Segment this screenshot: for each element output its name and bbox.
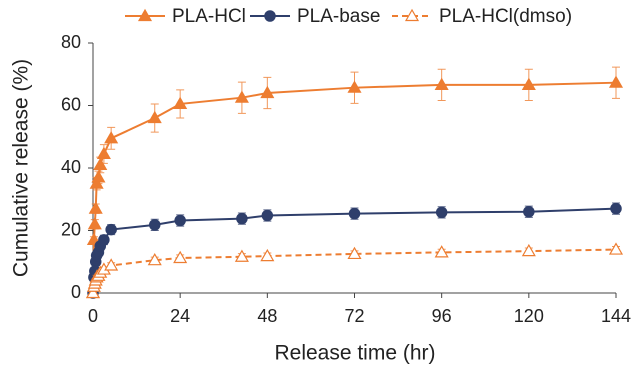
data-point (105, 223, 117, 236)
data-point (85, 285, 101, 299)
data-point (434, 77, 449, 90)
data-point (91, 170, 106, 183)
data-point (610, 202, 622, 215)
legend-label: PLA-HCl(dmso) (439, 6, 572, 27)
x-tick-label: 24 (170, 306, 190, 326)
data-point (260, 85, 275, 99)
data-point (521, 243, 536, 257)
data-point (173, 96, 188, 110)
data-point (435, 206, 448, 219)
y-tick-label: 80 (61, 32, 81, 52)
data-point (234, 90, 249, 103)
legend-marker (404, 8, 420, 22)
data-point (608, 75, 624, 88)
data-point (147, 252, 162, 266)
data-point (347, 246, 362, 260)
y-axis-label: Cumulative release (%) (10, 59, 33, 277)
data-point (93, 157, 108, 170)
data-point (434, 245, 449, 258)
data-point (261, 209, 274, 222)
data-point (608, 242, 624, 255)
data-point (89, 176, 104, 189)
data-point (348, 207, 361, 220)
data-point (98, 234, 110, 246)
series-line (92, 81, 617, 294)
y-tick-label: 60 (61, 94, 81, 114)
x-axis-label: Release time (hr) (274, 342, 435, 365)
data-point (260, 248, 275, 262)
data-point (96, 146, 111, 160)
y-tick-label: 0 (71, 282, 81, 302)
data-point (104, 258, 119, 271)
legend-marker (264, 10, 276, 22)
x-tick-label: 48 (257, 306, 277, 326)
data-point (88, 201, 103, 214)
data-point (148, 219, 161, 231)
x-tick-label: 120 (514, 306, 544, 326)
y-tick-label: 40 (61, 157, 81, 177)
data-point (104, 131, 119, 144)
y-tick-label: 20 (61, 219, 81, 239)
x-tick-label: 144 (601, 306, 631, 326)
x-tick-label: 0 (88, 306, 98, 326)
data-point (521, 77, 536, 90)
data-point (173, 250, 188, 264)
legend-label: PLA-HCl (172, 6, 246, 27)
data-point (236, 212, 248, 225)
data-point (523, 206, 535, 218)
legend-label: PLA-base (297, 6, 380, 27)
x-tick-label: 72 (344, 306, 364, 326)
data-point (147, 110, 162, 124)
data-point (347, 80, 362, 93)
data-point (87, 217, 102, 230)
legend-marker (137, 8, 153, 22)
data-point (174, 214, 186, 227)
data-point (234, 249, 249, 262)
x-tick-label: 96 (432, 306, 452, 326)
